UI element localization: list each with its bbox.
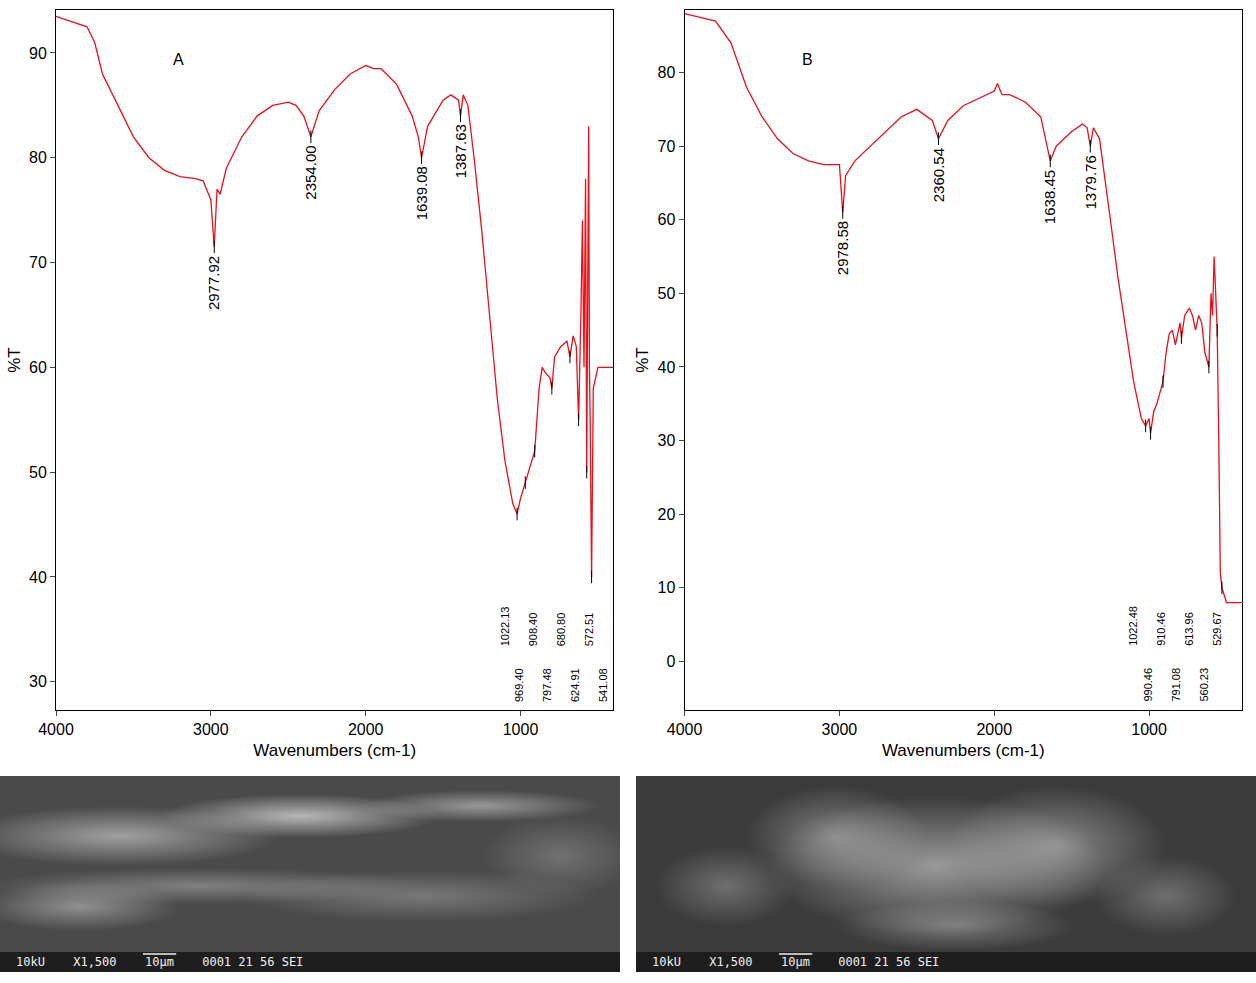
svg-text:70: 70 [29, 254, 47, 271]
svg-text:791.08: 791.08 [1170, 668, 1182, 702]
svg-text:4000: 4000 [38, 721, 74, 738]
svg-text:Wavenumbers (cm-1): Wavenumbers (cm-1) [253, 741, 416, 760]
svg-text:990.46: 990.46 [1142, 668, 1154, 702]
svg-text:1379.76: 1379.76 [1082, 155, 1099, 209]
svg-text:30: 30 [29, 673, 47, 690]
svg-text:10µm: 10µm [145, 955, 174, 969]
svg-text:1022.48: 1022.48 [1127, 606, 1139, 646]
svg-text:3000: 3000 [822, 721, 858, 738]
svg-text:80: 80 [658, 64, 676, 81]
svg-text:20: 20 [658, 506, 676, 523]
svg-text:613.96: 613.96 [1183, 612, 1195, 646]
svg-text:90: 90 [29, 45, 47, 62]
svg-text:A: A [173, 51, 184, 68]
svg-text:0001 21 56 SEI: 0001 21 56 SEI [838, 955, 939, 969]
svg-text:40: 40 [658, 359, 676, 376]
svg-text:2977.92: 2977.92 [205, 256, 222, 310]
svg-text:10: 10 [658, 579, 676, 596]
svg-text:3000: 3000 [193, 721, 229, 738]
svg-text:1000: 1000 [1131, 721, 1167, 738]
svg-text:624.91: 624.91 [569, 668, 581, 702]
svg-text:2354.00: 2354.00 [302, 145, 319, 199]
svg-text:0: 0 [666, 653, 675, 670]
svg-text:908.40: 908.40 [527, 613, 539, 647]
svg-text:572.51: 572.51 [583, 613, 595, 647]
svg-text:50: 50 [658, 285, 676, 302]
svg-text:1638.45: 1638.45 [1041, 170, 1058, 224]
svg-text:%T: %T [633, 347, 652, 373]
svg-text:969.40: 969.40 [513, 668, 525, 702]
svg-text:Wavenumbers (cm-1): Wavenumbers (cm-1) [882, 741, 1045, 760]
svg-text:560.23: 560.23 [1198, 668, 1210, 702]
svg-text:B: B [802, 51, 813, 68]
svg-text:40: 40 [29, 569, 47, 586]
svg-text:2000: 2000 [348, 721, 384, 738]
svg-text:60: 60 [658, 211, 676, 228]
svg-text:680.80: 680.80 [555, 613, 567, 647]
svg-text:1639.08: 1639.08 [413, 166, 430, 220]
svg-text:2360.54: 2360.54 [930, 148, 947, 202]
svg-text:10kU: 10kU [652, 955, 681, 969]
svg-text:2000: 2000 [976, 721, 1012, 738]
svg-text:%T: %T [5, 347, 24, 373]
svg-text:80: 80 [29, 149, 47, 166]
svg-text:50: 50 [29, 464, 47, 481]
svg-text:797.48: 797.48 [541, 668, 553, 702]
svg-text:30: 30 [658, 432, 676, 449]
svg-text:4000: 4000 [667, 721, 703, 738]
svg-text:10µm: 10µm [781, 955, 810, 969]
svg-text:541.08: 541.08 [597, 668, 609, 702]
svg-text:X1,500: X1,500 [73, 955, 116, 969]
svg-text:X1,500: X1,500 [709, 955, 752, 969]
svg-text:529.67: 529.67 [1211, 612, 1223, 646]
svg-text:70: 70 [658, 138, 676, 155]
svg-text:1000: 1000 [503, 721, 539, 738]
svg-text:0001 21 56 SEI: 0001 21 56 SEI [202, 955, 303, 969]
svg-text:1387.63: 1387.63 [452, 124, 469, 178]
svg-text:910.46: 910.46 [1155, 612, 1167, 646]
svg-text:60: 60 [29, 359, 47, 376]
svg-text:2978.58: 2978.58 [834, 221, 851, 275]
svg-text:10kU: 10kU [16, 955, 45, 969]
svg-text:1022.13: 1022.13 [499, 607, 511, 647]
